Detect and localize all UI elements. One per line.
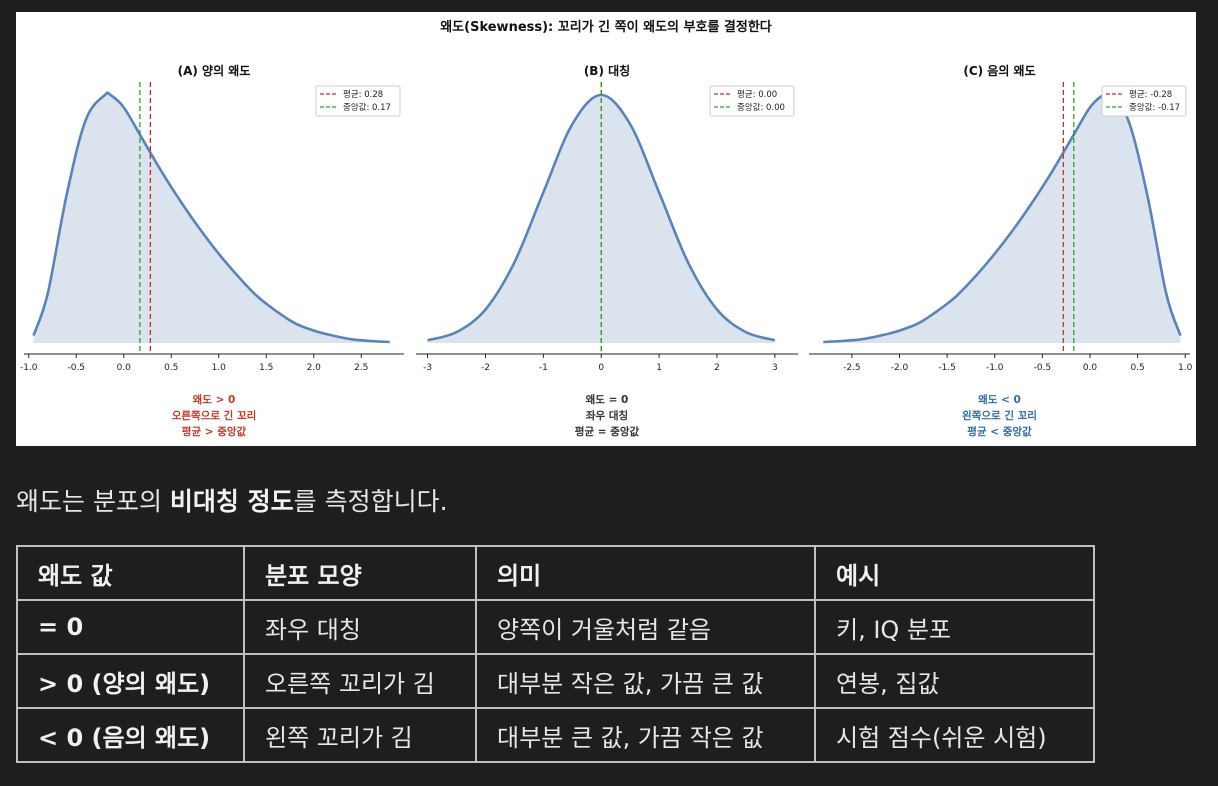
table-row: < 0 (음의 왜도) 왼쪽 꼬리가 김 대부분 큰 값, 가끔 작은 값 시험… (16, 707, 1095, 763)
x-tick-label: -2.0 (891, 363, 909, 373)
cell-skew-value: < 0 (음의 왜도) (16, 707, 245, 763)
x-tick-label: 0.0 (1083, 363, 1098, 373)
x-tick-label: 0.0 (117, 363, 132, 373)
legend-median-label: 중앙값: 0.00 (737, 102, 785, 113)
panel-caption-line: 왼쪽으로 긴 꼬리 (962, 409, 1037, 422)
cell-meaning: 대부분 큰 값, 가끔 작은 값 (475, 707, 816, 763)
panel-negative-skew: (C) 음의 왜도 -2.5 -2.0 -1.5 -1.0 -0.5 0.0 0.5 1.0 평균… (809, 63, 1193, 438)
panel-caption-line: 평균 < 중앙값 (967, 425, 1032, 438)
panel-caption-line: 왜도 = 0 (586, 393, 629, 406)
legend-median-label: 중앙값: -0.17 (1129, 102, 1180, 113)
legend-mean-label: 평균: 0.28 (343, 89, 383, 100)
density-area (823, 92, 1181, 344)
panel-title: (A) 양의 왜도 (178, 63, 251, 78)
table-row: > 0 (양의 왜도) 오른쪽 꼬리가 김 대부분 작은 값, 가끔 큰 값 연… (16, 653, 1095, 709)
x-tick-label: 2 (714, 363, 720, 373)
density-curve (823, 91, 1182, 344)
skewness-table: 왜도 값 분포 모양 의미 예시 = 0 좌우 대칭 양쪽이 거울처럼 같음 키… (16, 545, 1095, 763)
table-row: = 0 좌우 대칭 양쪽이 거울처럼 같음 키, IQ 분포 (16, 599, 1095, 655)
header-shape: 분포 모양 (243, 545, 477, 601)
x-tick-label: 3 (772, 363, 778, 373)
cell-example: 키, IQ 분포 (814, 599, 1095, 655)
cell-skew-value: > 0 (양의 왜도) (16, 653, 245, 709)
x-tick-label: 0 (598, 363, 604, 373)
cell-example: 시험 점수(쉬운 시험) (814, 707, 1095, 763)
cell-skew-value: = 0 (16, 599, 245, 655)
intro-after: 를 측정합니다. (293, 487, 448, 516)
panel-caption-line: 왜도 > 0 (193, 393, 236, 406)
panel-positive-skew: (A) 양의 왜도 -1.0 -0.5 0.0 0.5 1.0 1.5 2.0 2.5 평균: 0… (20, 63, 404, 438)
header-meaning: 의미 (475, 545, 816, 601)
legend-mean-label: 평균: -0.28 (1129, 89, 1172, 100)
x-tick-label: 0.5 (164, 363, 178, 373)
x-tick-label: -0.5 (67, 363, 85, 373)
panel-caption-line: 오른쪽으로 긴 꼬리 (172, 409, 257, 422)
x-tick-label: 0.5 (1130, 363, 1144, 373)
legend-frame (315, 85, 401, 117)
cell-shape: 왼쪽 꼬리가 김 (243, 707, 477, 763)
panel-caption-line: 평균 = 중앙값 (575, 425, 640, 438)
x-tick-label: -2.5 (843, 363, 861, 373)
x-tick-label: -3 (423, 363, 432, 373)
panel-caption-line: 평균 > 중앙값 (182, 425, 247, 438)
panel-caption-line: 좌우 대칭 (586, 409, 628, 422)
legend-mean-label: 평균: 0.00 (737, 89, 777, 100)
x-tick-label: -1.0 (20, 363, 38, 373)
cell-shape: 오른쪽 꼬리가 김 (243, 653, 477, 709)
legend: 평균: -0.28 중앙값: -0.17 (1101, 85, 1187, 117)
cell-example: 연봉, 집값 (814, 653, 1095, 709)
x-tick-label: -1.5 (938, 363, 956, 373)
x-tick-label: 2.0 (307, 363, 322, 373)
cell-meaning: 양쪽이 거울처럼 같음 (475, 599, 816, 655)
legend: 평균: 0.28 중앙값: 0.17 (315, 85, 401, 117)
legend-frame (709, 85, 795, 117)
cell-shape: 좌우 대칭 (243, 599, 477, 655)
header-skew-value: 왜도 값 (16, 545, 245, 601)
intro-text: 왜도는 분포의 비대칭 정도를 측정합니다. (16, 482, 448, 518)
x-tick-label: 2.5 (354, 363, 368, 373)
figure-suptitle: 왜도(Skewness): 꼬리가 긴 쪽이 왜도의 부호를 결정한다 (440, 19, 772, 35)
panel-title: (B) 대칭 (584, 63, 630, 78)
intro-before: 왜도는 분포의 (16, 487, 170, 516)
x-tick-label: 1.0 (212, 363, 227, 373)
panel-title: (C) 음의 왜도 (963, 63, 1035, 78)
x-tick-label: 1.0 (1178, 363, 1193, 373)
x-tick-label: 1 (656, 363, 662, 373)
table-header-row: 왜도 값 분포 모양 의미 예시 (16, 545, 1095, 601)
x-tick-label: -1.0 (986, 363, 1004, 373)
density-curve (32, 91, 390, 344)
skewness-chart-svg: 왜도(Skewness): 꼬리가 긴 쪽이 왜도의 부호를 결정한다 (A) 양… (20, 19, 1193, 438)
panel-symmetric: (B) 대칭 -3 -2 -1 0 1 2 3 평균: 0.00 중앙값: 0.00 왜도 = 0 좌… (416, 63, 798, 438)
legend-frame (1101, 85, 1187, 117)
cell-meaning: 대부분 작은 값, 가끔 큰 값 (475, 653, 816, 709)
intro-bold: 비대칭 정도 (169, 487, 294, 516)
panel-caption-line: 왜도 < 0 (978, 393, 1021, 406)
density-area (33, 92, 390, 344)
x-tick-label: 1.5 (259, 363, 273, 373)
legend-median-label: 중앙값: 0.17 (343, 102, 391, 113)
header-example: 예시 (814, 545, 1095, 601)
x-tick-label: -2 (481, 363, 490, 373)
x-tick-label: -1 (539, 363, 548, 373)
x-tick-label: -0.5 (1034, 363, 1052, 373)
legend: 평균: 0.00 중앙값: 0.00 (709, 85, 795, 117)
skewness-figure: 왜도(Skewness): 꼬리가 긴 쪽이 왜도의 부호를 결정한다 (A) 양… (16, 12, 1196, 446)
